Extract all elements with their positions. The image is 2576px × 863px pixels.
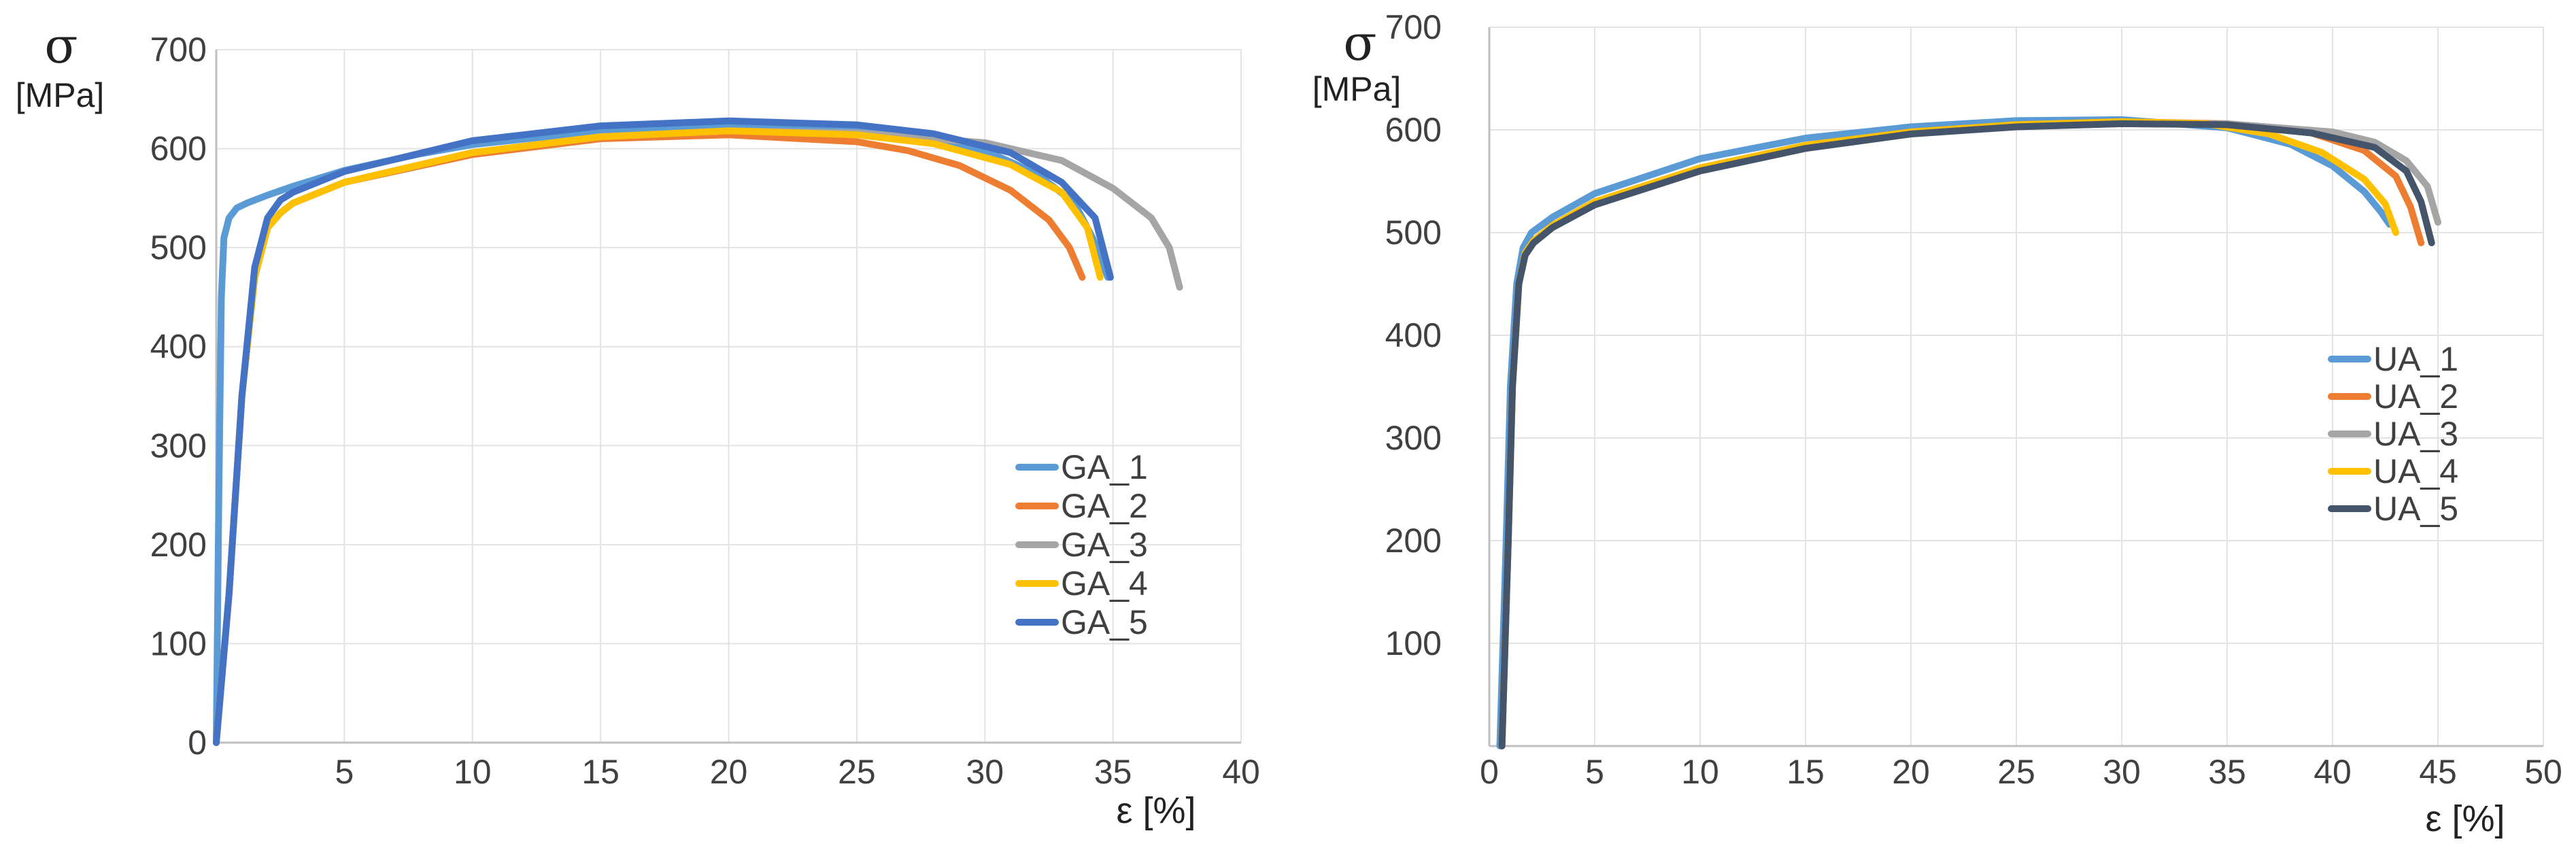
series-line-ga-2 <box>213 131 1086 746</box>
x-tick-label: 40 <box>1222 753 1260 791</box>
series-line-ga-5 <box>213 117 1114 746</box>
y-axis-unit: [MPa] <box>1312 70 1402 108</box>
series-line-ua-5 <box>1498 120 2435 749</box>
legend-label: GA_4 <box>1061 564 1148 603</box>
y-axis-symbol: σ <box>1343 14 1376 71</box>
legend-label: GA_2 <box>1061 487 1148 525</box>
legend-ga: GA_1GA_2GA_3GA_4GA_5 <box>1015 448 1148 641</box>
x-tick-label: 35 <box>1094 753 1132 791</box>
x-tick-label: 30 <box>966 753 1004 791</box>
y-tick-label: 700 <box>150 31 207 69</box>
series-line-ga-3 <box>213 127 1183 746</box>
x-tick-label: 5 <box>335 753 354 791</box>
series-line-ua-3 <box>1498 120 2441 749</box>
x-tick-label: 15 <box>1786 753 1825 791</box>
x-tick-label: 10 <box>454 753 492 791</box>
y-tick-label: 100 <box>150 624 207 662</box>
y-tick-label: 400 <box>1385 316 1442 354</box>
y-tick-label: 300 <box>150 426 207 464</box>
legend-label: UA_5 <box>2373 490 2458 528</box>
x-tick-label: 0 <box>1480 753 1499 791</box>
chart-ga: 0 100 200 300 400 500 600 700 5 10 15 20 25 30 35 40 σ[M… <box>16 17 1260 831</box>
y-tick-label: 500 <box>150 229 207 267</box>
x-tick-label: 45 <box>2419 753 2457 791</box>
y-tick-label: 500 <box>1385 214 1442 252</box>
y-tick-label: 200 <box>1385 522 1442 560</box>
x-axis-title: ε [%] <box>1116 790 1196 831</box>
series-line-ua-4 <box>1498 118 2399 749</box>
y-tick-label: 200 <box>150 526 207 564</box>
series-line-ua-2 <box>1498 118 2425 749</box>
series-line-ga-1 <box>213 121 1112 746</box>
x-tick-label: 20 <box>1892 753 1930 791</box>
legend-label: GA_1 <box>1061 448 1148 486</box>
x-tick-label: 10 <box>1681 753 1719 791</box>
y-axis-symbol: σ <box>44 17 78 74</box>
y-tick-label: 300 <box>1385 419 1442 457</box>
legend-label: UA_4 <box>2373 452 2458 490</box>
x-tick-label: 20 <box>710 753 748 791</box>
x-tick-label: 15 <box>581 753 620 791</box>
y-tick-label: 600 <box>1385 111 1442 149</box>
legend-ua: UA_1UA_2UA_3UA_4UA_5 <box>2328 340 2458 528</box>
y-tick-label: 700 <box>1385 8 1442 46</box>
x-tick-label: 40 <box>2314 753 2352 791</box>
legend-label: GA_3 <box>1061 526 1148 564</box>
x-tick-label: 25 <box>1997 753 2035 791</box>
series-line-ga-4 <box>213 127 1104 746</box>
x-tick-label: 25 <box>838 753 876 791</box>
x-tick-label: 35 <box>2208 753 2246 791</box>
legend-label: UA_2 <box>2373 377 2458 416</box>
legend-label: UA_1 <box>2373 340 2458 378</box>
y-tick-label: 100 <box>1385 624 1442 662</box>
series-line-ua-1 <box>1496 116 2393 749</box>
x-axis-title: ε [%] <box>2425 798 2505 839</box>
x-tick-label: 30 <box>2103 753 2141 791</box>
x-tick-label: 50 <box>2524 753 2562 791</box>
legend-label: UA_3 <box>2373 415 2458 453</box>
chart-ua: 100 200 300 400 500 600 700 0 5 10 15 20 25 30 35 40 45 5… <box>1312 8 2562 839</box>
y-tick-label: 0 <box>188 724 207 762</box>
legend-label: GA_5 <box>1061 603 1148 641</box>
y-tick-label: 400 <box>150 328 207 366</box>
y-tick-label: 600 <box>150 130 207 168</box>
y-axis-unit: [MPa] <box>16 76 105 114</box>
x-tick-label: 5 <box>1585 753 1604 791</box>
